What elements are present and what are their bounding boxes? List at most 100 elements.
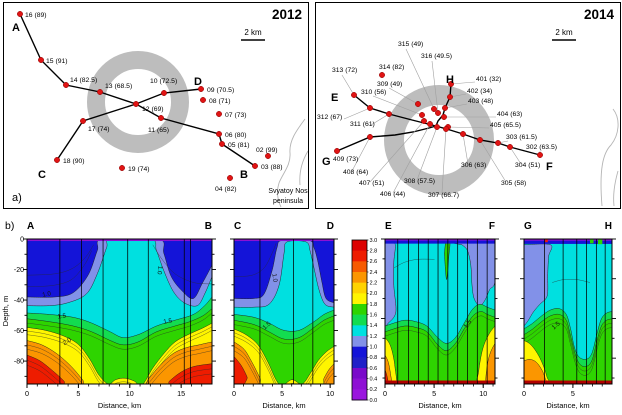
section-AB: 0 5 10 15 Distance, km A B 1.0 1.5 2.0 1.5 1.0 — [23, 221, 216, 410]
station-dot — [477, 137, 483, 143]
x-axis-title: Distance, km — [262, 401, 305, 410]
x-tick-label: 0 — [383, 389, 387, 398]
colorbar-label: 0.6 — [370, 366, 378, 372]
coastline — [600, 108, 619, 207]
x-tick-label: 10 — [479, 389, 487, 398]
station-label: 315 (49) — [398, 41, 423, 48]
section-endpoint-label: A — [27, 221, 34, 232]
label-leader-line — [462, 133, 469, 165]
station-dot — [334, 148, 340, 154]
colorbar-label: 2.4 — [370, 270, 378, 276]
label-leader-line — [444, 103, 468, 109]
label-leader-line — [447, 126, 490, 129]
transect-endpoint-label: C — [38, 169, 46, 181]
x-axis-title: Distance, km — [546, 401, 589, 410]
station-label: 16 (89) — [25, 12, 47, 19]
colorbar-label: 2.2 — [370, 281, 378, 287]
section-endpoint-label: D — [327, 221, 334, 232]
section-endpoint-label: F — [489, 221, 495, 232]
contour-line — [27, 365, 212, 401]
colorbar-band — [352, 336, 367, 347]
section-endpoint-label: G — [524, 221, 532, 232]
contour-region — [590, 239, 594, 244]
contour-line — [153, 245, 212, 284]
station-dot — [367, 134, 373, 140]
coastline — [277, 118, 306, 208]
contour-region — [524, 359, 547, 384]
station-label: 03 (88) — [261, 164, 283, 171]
coastline — [299, 150, 308, 186]
contour-value-label: 1.5 — [163, 317, 173, 325]
station-label: 316 (49.5) — [421, 53, 452, 60]
station-dot — [379, 72, 385, 78]
contour-line — [27, 345, 212, 396]
contour-region — [234, 329, 334, 384]
contour-line — [385, 316, 495, 355]
station-label: 09 (70.5) — [207, 87, 234, 94]
station-dot — [537, 152, 543, 158]
colorbar-label: 0.0 — [370, 398, 378, 404]
station-label: 402 (34) — [467, 88, 492, 95]
label-leader-line — [372, 95, 423, 116]
scale-bar-label: 2 km — [244, 28, 262, 37]
station-label: 406 (44) — [380, 191, 405, 198]
map-panel-2012: 16 (89) 15 (91) 14 (82.5) 13 (68.5) 12 (69) 1… — [3, 2, 309, 209]
transect-endpoint-label: F — [546, 161, 553, 173]
contour-region — [234, 356, 346, 384]
sections-canvas: b) Depth, m 0 -20 -40 -60 -80 0 5 10 15 Distance, k… — [1, 220, 616, 410]
x-tick-label: 0 — [25, 389, 29, 398]
colorbar-band — [352, 325, 367, 337]
station-label: 404 (63) — [497, 111, 522, 118]
contour-value-label: 1.0 — [156, 266, 164, 276]
label-leader-line — [369, 120, 425, 183]
contour-line — [27, 349, 212, 400]
map-title: 2014 — [584, 7, 615, 22]
station-label: 313 (72) — [332, 67, 357, 74]
contour-line — [27, 251, 92, 287]
colorbar-band — [352, 261, 367, 273]
map-annotation: Svyatoy Nos — [268, 188, 308, 195]
y-tick-label: -80 — [14, 359, 24, 366]
station-label: 303 (61.5) — [506, 134, 537, 141]
station-label: 312 (67) — [317, 114, 342, 121]
station-label: 11 (65) — [148, 127, 169, 134]
contour-line — [234, 320, 334, 344]
contour-value-label: 1.5 — [57, 312, 67, 320]
station-label: 04 (82) — [215, 186, 237, 193]
station-dot — [367, 105, 373, 111]
colorbar-band — [352, 389, 367, 401]
colorbar-label: 3.0 — [370, 238, 378, 244]
colorbar-label: 0.4 — [370, 377, 378, 383]
station-dot — [227, 175, 233, 181]
station-dot — [495, 140, 501, 146]
station-dot — [419, 112, 425, 118]
plot-frame — [523, 238, 613, 385]
label-leader-line — [509, 146, 522, 165]
station-dot — [133, 101, 139, 107]
label-leader-line — [416, 126, 438, 181]
section-endpoint-label: H — [605, 221, 612, 232]
station-dot — [435, 110, 441, 116]
colorbar-label: 1.8 — [370, 302, 378, 308]
station-dot — [38, 57, 44, 63]
section-endpoint-label: E — [385, 221, 392, 232]
y-tick-label: -20 — [14, 267, 24, 274]
contour-value-label: 1.0 — [270, 273, 278, 283]
y-tick-label: -60 — [14, 328, 24, 335]
contour-line — [234, 243, 276, 276]
station-dot — [448, 81, 454, 87]
colorbar: 3.0 2.8 2.6 2.4 2.2 2.0 1.8 1.6 1.4 1.2 1.0 0.8 0.6 0… — [351, 238, 378, 404]
station-label: 10 (72.5) — [150, 78, 177, 85]
label-leader-line — [388, 87, 419, 105]
contour-region — [27, 239, 212, 242]
x-tick-label: 10 — [326, 389, 334, 398]
colorbar-label: 0.2 — [370, 387, 378, 393]
contour-region — [524, 380, 612, 384]
y-axis-title: Depth, m — [1, 296, 10, 326]
station-dot — [97, 89, 103, 95]
contour-value-label: 1.5 — [462, 318, 473, 330]
contour-region — [234, 239, 334, 242]
colorbar-label: 1.4 — [370, 323, 378, 329]
station-dot — [216, 131, 222, 137]
label-leader-line — [343, 107, 371, 120]
